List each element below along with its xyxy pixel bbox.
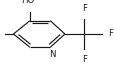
- Text: N: N: [49, 50, 55, 59]
- Text: F: F: [108, 30, 113, 38]
- Text: F: F: [82, 55, 87, 64]
- Text: HO: HO: [21, 0, 35, 5]
- Text: F: F: [82, 4, 87, 13]
